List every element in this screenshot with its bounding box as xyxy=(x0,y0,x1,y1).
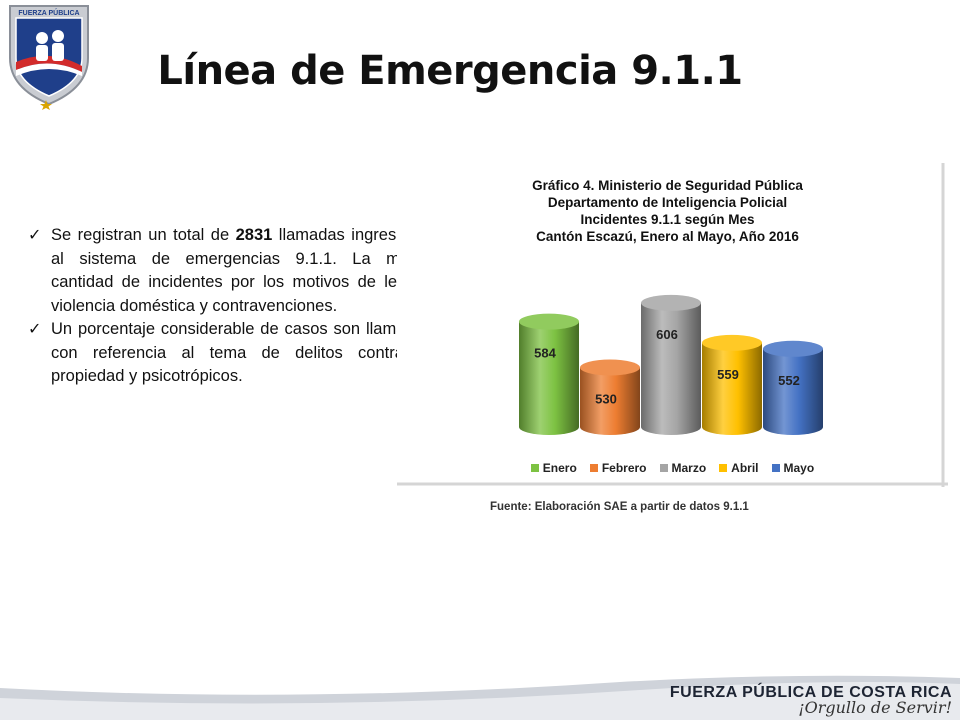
chart-title: Gráfico 4. Ministerio de Seguridad Públi… xyxy=(397,177,938,245)
bar-marzo: 606 xyxy=(641,294,701,435)
legend-swatch xyxy=(719,464,728,472)
chart: 584 530 606 559 552 Gráfico 4. Ministerio de… xyxy=(397,163,948,487)
legend-swatch xyxy=(589,464,598,472)
legend-label: Abril xyxy=(731,461,759,475)
legend-swatch xyxy=(659,464,668,472)
bar-top xyxy=(763,340,823,357)
bar-abril: 559 xyxy=(702,334,762,435)
legend-label: Mayo xyxy=(783,461,815,475)
bar-body xyxy=(580,367,640,435)
page-title: Línea de Emergencia 9.1.1 xyxy=(157,48,743,94)
legend-label: Marzo xyxy=(671,461,707,475)
legend-item: Febrero xyxy=(589,461,647,475)
logo-text: FUERZA PÚBLICA xyxy=(18,8,79,17)
legend-swatch xyxy=(530,464,539,472)
fuerza-publica-logo: FUERZA PÚBLICA xyxy=(9,5,89,110)
bar-top xyxy=(519,313,579,330)
bar-body xyxy=(519,321,579,435)
footer-motto: ¡Orgullo de Servir! xyxy=(798,698,952,717)
legend-label: Enero xyxy=(542,461,577,475)
bar-body xyxy=(641,302,701,435)
checkmark-icon: ✓ xyxy=(28,227,42,244)
chart-title-line: Cantón Escazú, Enero al Mayo, Año 2016 xyxy=(536,229,799,244)
footer-band xyxy=(0,675,960,720)
data-label: 584 xyxy=(534,346,556,361)
chart-title-line: Incidentes 9.1.1 según Mes xyxy=(580,212,755,227)
bar-body xyxy=(763,348,823,435)
bar-top xyxy=(580,359,640,376)
data-label: 552 xyxy=(778,373,800,388)
data-label: 606 xyxy=(656,327,678,342)
bullet-text: Se registran un total de 2831 llamadas i… xyxy=(51,226,432,315)
bar-body xyxy=(702,342,762,435)
bar-enero: 584 xyxy=(519,313,579,435)
legend-label: Febrero xyxy=(601,461,647,475)
checkmark-icon: ✓ xyxy=(28,321,42,338)
bullet-list: ✓ Se registran un total de 2831 llamadas… xyxy=(26,224,432,389)
legend-swatch xyxy=(771,464,780,472)
legend-item: Enero xyxy=(530,461,577,475)
legend-item: Abril xyxy=(719,461,759,475)
chart-title-line: Gráfico 4. Ministerio de Seguridad Públi… xyxy=(532,178,803,193)
bar-febrero: 530 xyxy=(580,359,640,435)
chart-canvas: 584 530 606 559 552 xyxy=(397,163,948,487)
legend-item: Marzo xyxy=(659,461,707,475)
bar-mayo: 552 xyxy=(763,340,823,435)
legend-item: Mayo xyxy=(771,461,815,475)
data-label: 559 xyxy=(717,367,739,382)
footer-organization: FUERZA PÚBLICA DE COSTA RICA xyxy=(669,684,952,701)
bullet-item: ✓ Se registran un total de 2831 llamadas… xyxy=(26,224,432,318)
chart-title-line: Departamento de Inteligencia Policial xyxy=(547,195,788,210)
bar-top xyxy=(641,294,701,311)
chart-legend: Enero Febrero Marzo Abril Mayo xyxy=(397,461,948,475)
bar-top xyxy=(702,334,762,351)
bullet-text: Un porcentaje considerable de casos son … xyxy=(51,320,432,385)
data-label: 530 xyxy=(595,392,617,407)
bullet-item: ✓ Un porcentaje considerable de casos so… xyxy=(26,318,432,389)
source-note: Fuente: Elaboración SAE a partir de dato… xyxy=(490,501,749,513)
